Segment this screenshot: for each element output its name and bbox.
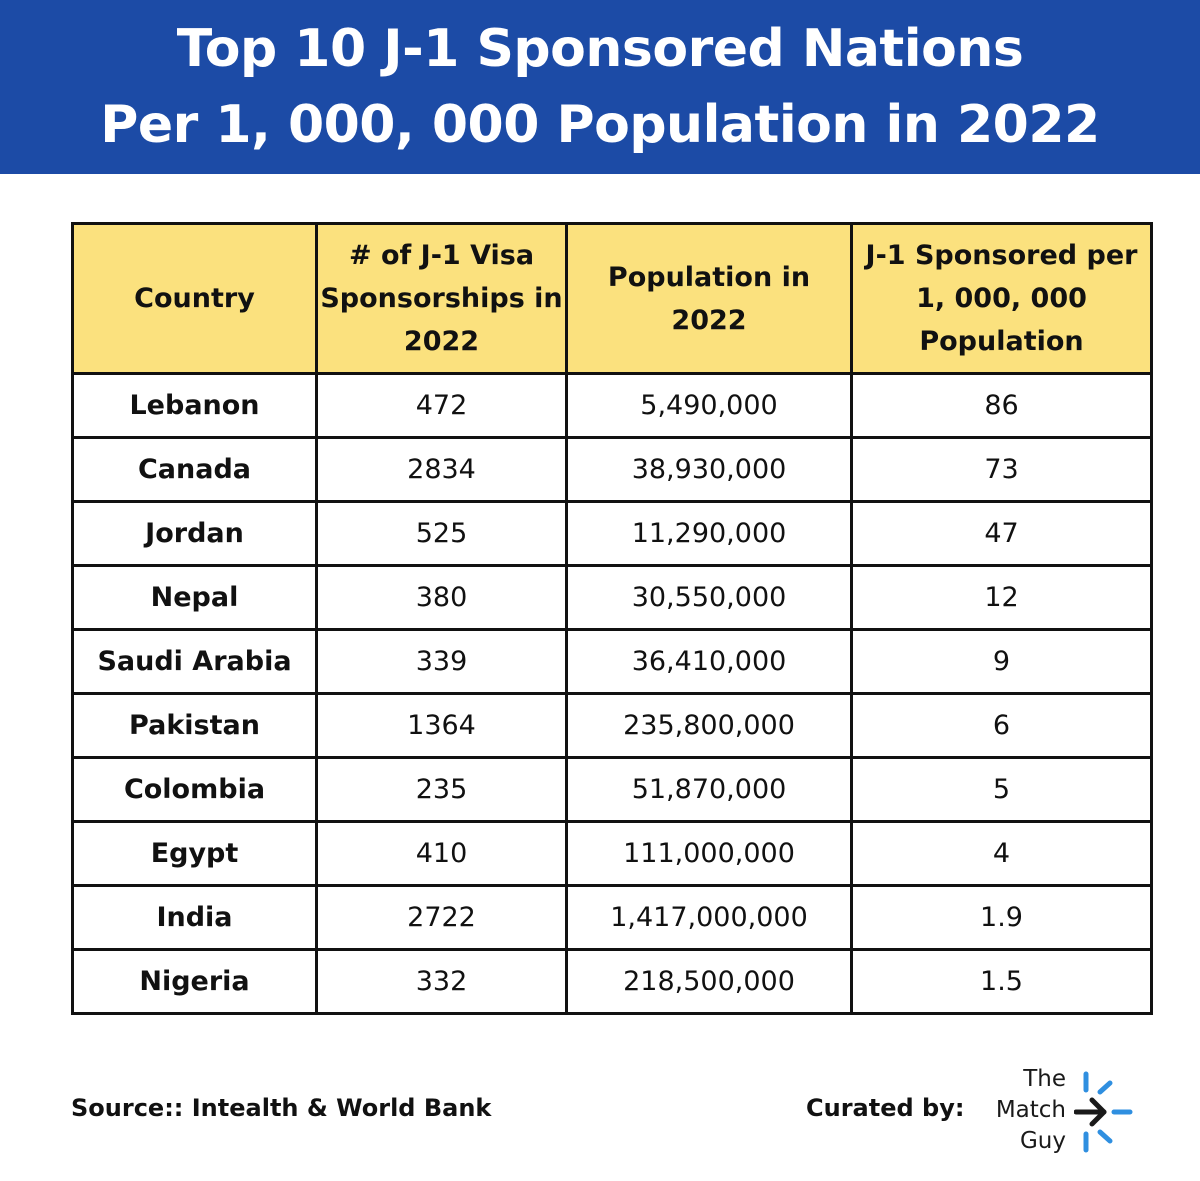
cell-per-million: 47: [850, 500, 1153, 567]
cell-population: 51,870,000: [565, 756, 853, 823]
cell-per-million: 4: [850, 820, 1153, 887]
column-header-per-million: J-1 Sponsored per 1, 000, 000 Population: [850, 222, 1153, 375]
cell-country: Jordan: [71, 500, 318, 567]
cell-per-million: 5: [850, 756, 1153, 823]
cell-per-million: 73: [850, 436, 1153, 503]
logo-word-the: The: [1023, 1066, 1066, 1092]
cell-per-million: 9: [850, 628, 1153, 695]
table-row: Saudi Arabia 339 36,410,000 9: [71, 628, 1153, 695]
arrow-burst-icon: [1074, 1071, 1133, 1153]
cell-population: 235,800,000: [565, 692, 853, 759]
table-row: Nepal 380 30,550,000 12: [71, 564, 1153, 631]
match-guy-logo: The Match Guy: [988, 1064, 1138, 1160]
cell-country: Canada: [71, 436, 318, 503]
title-line-1: Top 10 J-1 Sponsored Nations: [176, 19, 1024, 79]
logo-word-match: Match: [995, 1097, 1066, 1123]
table-row: Lebanon 472 5,490,000 86: [71, 372, 1153, 439]
cell-sponsorships: 525: [315, 500, 568, 567]
table-row: Nigeria 332 218,500,000 1.5: [71, 948, 1153, 1015]
table-row: Colombia 235 51,870,000 5: [71, 756, 1153, 823]
title-line-2: Per 1, 000, 000 Population in 2022: [100, 95, 1100, 155]
cell-country: Colombia: [71, 756, 318, 823]
curated-by-label: Curated by:: [806, 1094, 965, 1122]
cell-population: 5,490,000: [565, 372, 853, 439]
source-note: Source:: Intealth & World Bank: [71, 1094, 492, 1122]
cell-country: Pakistan: [71, 692, 318, 759]
cell-population: 36,410,000: [565, 628, 853, 695]
cell-sponsorships: 339: [315, 628, 568, 695]
cell-per-million: 1.9: [850, 884, 1153, 951]
cell-sponsorships: 380: [315, 564, 568, 631]
cell-sponsorships: 472: [315, 372, 568, 439]
cell-population: 218,500,000: [565, 948, 853, 1015]
cell-country: India: [71, 884, 318, 951]
cell-sponsorships: 2834: [315, 436, 568, 503]
column-header-population: Population in 2022: [565, 222, 853, 375]
table-row: Canada 2834 38,930,000 73: [71, 436, 1153, 503]
cell-population: 38,930,000: [565, 436, 853, 503]
cell-population: 111,000,000: [565, 820, 853, 887]
cell-sponsorships: 1364: [315, 692, 568, 759]
cell-per-million: 86: [850, 372, 1153, 439]
cell-per-million: 6: [850, 692, 1153, 759]
table-row: India 2722 1,417,000,000 1.9: [71, 884, 1153, 951]
cell-per-million: 1.5: [850, 948, 1153, 1015]
cell-sponsorships: 410: [315, 820, 568, 887]
cell-country: Nepal: [71, 564, 318, 631]
title-banner: Top 10 J-1 Sponsored Nations Per 1, 000,…: [0, 0, 1200, 174]
column-header-sponsorships: # of J-1 Visa Sponsorships in 2022: [315, 222, 568, 375]
cell-sponsorships: 332: [315, 948, 568, 1015]
cell-sponsorships: 2722: [315, 884, 568, 951]
data-table: Country # of J-1 Visa Sponsorships in 20…: [71, 222, 1153, 1015]
cell-population: 11,290,000: [565, 500, 853, 567]
cell-country: Nigeria: [71, 948, 318, 1015]
cell-country: Lebanon: [71, 372, 318, 439]
table-row: Egypt 410 111,000,000 4: [71, 820, 1153, 887]
table-row: Pakistan 1364 235,800,000 6: [71, 692, 1153, 759]
table-row: Jordan 525 11,290,000 47: [71, 500, 1153, 567]
column-header-country: Country: [71, 222, 318, 375]
table-header-row: Country # of J-1 Visa Sponsorships in 20…: [71, 222, 1153, 375]
cell-population: 30,550,000: [565, 564, 853, 631]
cell-country: Egypt: [71, 820, 318, 887]
cell-per-million: 12: [850, 564, 1153, 631]
cell-country: Saudi Arabia: [71, 628, 318, 695]
cell-population: 1,417,000,000: [565, 884, 853, 951]
table-body: Lebanon 472 5,490,000 86 Canada 2834 38,930,00…: [71, 372, 1153, 1015]
cell-sponsorships: 235: [315, 756, 568, 823]
logo-word-guy: Guy: [1019, 1128, 1066, 1154]
